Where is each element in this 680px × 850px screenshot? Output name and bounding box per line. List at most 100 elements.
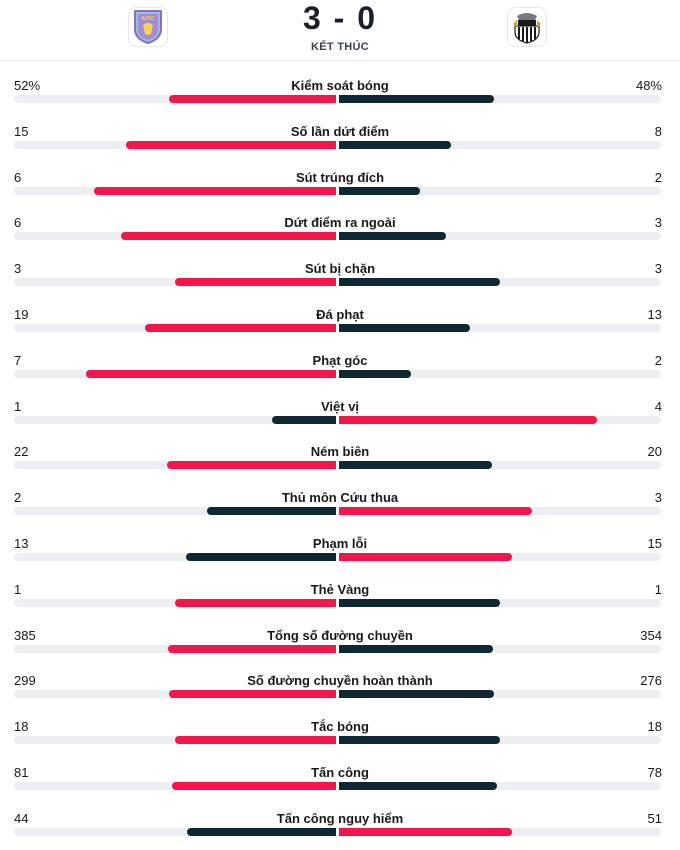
- home-stat-track: [14, 553, 336, 561]
- home-stat-value: 15: [14, 123, 29, 139]
- home-stat-track: [14, 415, 336, 424]
- stat-label: Tổng số đường chuyền: [267, 627, 413, 643]
- home-stat-value: 385: [14, 627, 36, 643]
- away-stat-value: 20: [647, 444, 662, 460]
- away-stat-bar: [339, 736, 500, 745]
- stat-label: Việt vị: [320, 398, 360, 414]
- stat-row: 6 Sút trúng đích 2: [0, 170, 680, 216]
- away-stat-value: 8: [654, 123, 662, 139]
- home-stat-bar: [172, 782, 336, 790]
- stat-label: Phạm lỗi: [312, 536, 368, 551]
- away-stat-bar: [339, 140, 451, 149]
- away-stat-track: [339, 736, 661, 745]
- home-stat-bar: [168, 644, 336, 653]
- match-score: 3 - 0: [302, 0, 378, 36]
- away-stat-value: 3: [654, 490, 662, 506]
- stat-label: Kiểm soát bóng: [291, 78, 389, 93]
- home-stat-value: 81: [14, 765, 29, 780]
- away-stat-bar: [339, 232, 446, 241]
- home-stat-value: 6: [14, 169, 22, 185]
- away-stat-track: [339, 369, 661, 378]
- stat-row: 1 Việt vị 4: [0, 399, 680, 445]
- home-stat-track: [14, 186, 336, 195]
- away-stat-track: [339, 690, 661, 699]
- stat-label: Thủ môn Cứu thua: [281, 490, 399, 506]
- away-stat-value: 78: [647, 765, 662, 780]
- away-stat-bar: [339, 827, 512, 836]
- home-stat-track: [14, 690, 336, 699]
- away-stat-track: [339, 232, 661, 241]
- home-stat-bar: [169, 690, 336, 699]
- stat-label: Đá phạt: [316, 307, 364, 322]
- home-stat-track: [14, 369, 336, 378]
- stat-label: Tấn công nguy hiểm: [276, 810, 404, 826]
- away-stat-track: [339, 186, 661, 195]
- stat-row: 19 Đá phạt 13: [0, 307, 680, 353]
- stat-row: 22 Ném biên 20: [0, 444, 680, 490]
- stat-row: 52% Kiểm soát bóng 48%: [0, 78, 680, 124]
- home-stat-value: 2: [14, 490, 22, 506]
- home-stat-bar: [272, 415, 336, 424]
- stat-row: 385 Tổng số đường chuyền 354: [0, 628, 680, 674]
- stat-label: Số đường chuyền hoàn thành: [247, 673, 433, 689]
- home-stat-track: [14, 232, 336, 241]
- home-stat-track: [14, 140, 336, 149]
- away-stat-track: [339, 598, 661, 607]
- home-stat-track: [14, 278, 336, 287]
- stat-row: 44 Tấn công nguy hiểm 51: [0, 811, 680, 850]
- home-stat-bar: [187, 827, 336, 836]
- stat-label: Sút bị chặn: [304, 261, 376, 277]
- home-stat-bar: [169, 95, 336, 103]
- away-stat-track: [339, 553, 661, 561]
- home-stat-bar: [145, 324, 336, 332]
- away-stat-track: [339, 827, 661, 836]
- home-stat-track: [14, 827, 336, 836]
- home-stat-value: 44: [14, 810, 29, 826]
- away-team-crest[interactable]: [507, 7, 547, 47]
- away-stat-value: 3: [654, 261, 662, 277]
- stat-label: Phạt góc: [312, 352, 368, 368]
- away-stat-track: [339, 95, 661, 103]
- stat-row: 1 Thẻ Vàng 1: [0, 582, 680, 628]
- home-stat-bar: [175, 598, 336, 607]
- away-stat-value: 2: [654, 352, 662, 368]
- stat-row: 18 Tắc bóng 18: [0, 719, 680, 765]
- away-stat-bar: [339, 461, 492, 470]
- away-stat-track: [339, 324, 661, 332]
- home-stat-track: [14, 644, 336, 653]
- away-stat-bar: [339, 95, 494, 103]
- home-stat-bar: [94, 186, 336, 195]
- away-stat-value: 13: [647, 307, 662, 322]
- home-stat-track: [14, 461, 336, 470]
- header-divider: [0, 60, 680, 61]
- away-stat-value: 15: [647, 536, 662, 551]
- home-stat-value: 18: [14, 719, 29, 735]
- away-stat-track: [339, 415, 661, 424]
- stat-row: 3 Sút bị chặn 3: [0, 261, 680, 307]
- away-stat-value: 48%: [635, 78, 662, 93]
- match-header: AVFC 3 - 0 KẾT THÚC: [0, 0, 680, 60]
- away-stat-bar: [339, 415, 597, 424]
- away-stat-value: 276: [640, 673, 662, 689]
- away-stat-bar: [339, 324, 470, 332]
- stat-label: Số lần dứt điểm: [290, 123, 390, 139]
- home-stat-value: 1: [14, 581, 22, 597]
- stat-row: 13 Phạm lỗi 15: [0, 536, 680, 582]
- away-stat-track: [339, 140, 661, 149]
- stat-row: 7 Phạt góc 2: [0, 353, 680, 399]
- aston-villa-crest-icon: AVFC: [134, 10, 162, 45]
- away-stat-bar: [339, 598, 500, 607]
- stat-row: 15 Số lần dứt điểm 8: [0, 124, 680, 170]
- home-stat-value: 52%: [14, 78, 41, 93]
- away-stat-bar: [339, 186, 420, 195]
- home-team-crest[interactable]: AVFC: [128, 7, 168, 47]
- home-stat-bar: [175, 736, 336, 745]
- home-stat-value: 13: [14, 536, 29, 551]
- away-stat-bar: [339, 507, 532, 516]
- home-stat-bar: [121, 232, 336, 241]
- away-stat-bar: [339, 369, 411, 378]
- home-stat-bar: [175, 278, 336, 287]
- home-stat-bar: [207, 507, 336, 516]
- home-stat-value: 22: [14, 444, 29, 460]
- away-stat-value: 1: [654, 581, 662, 597]
